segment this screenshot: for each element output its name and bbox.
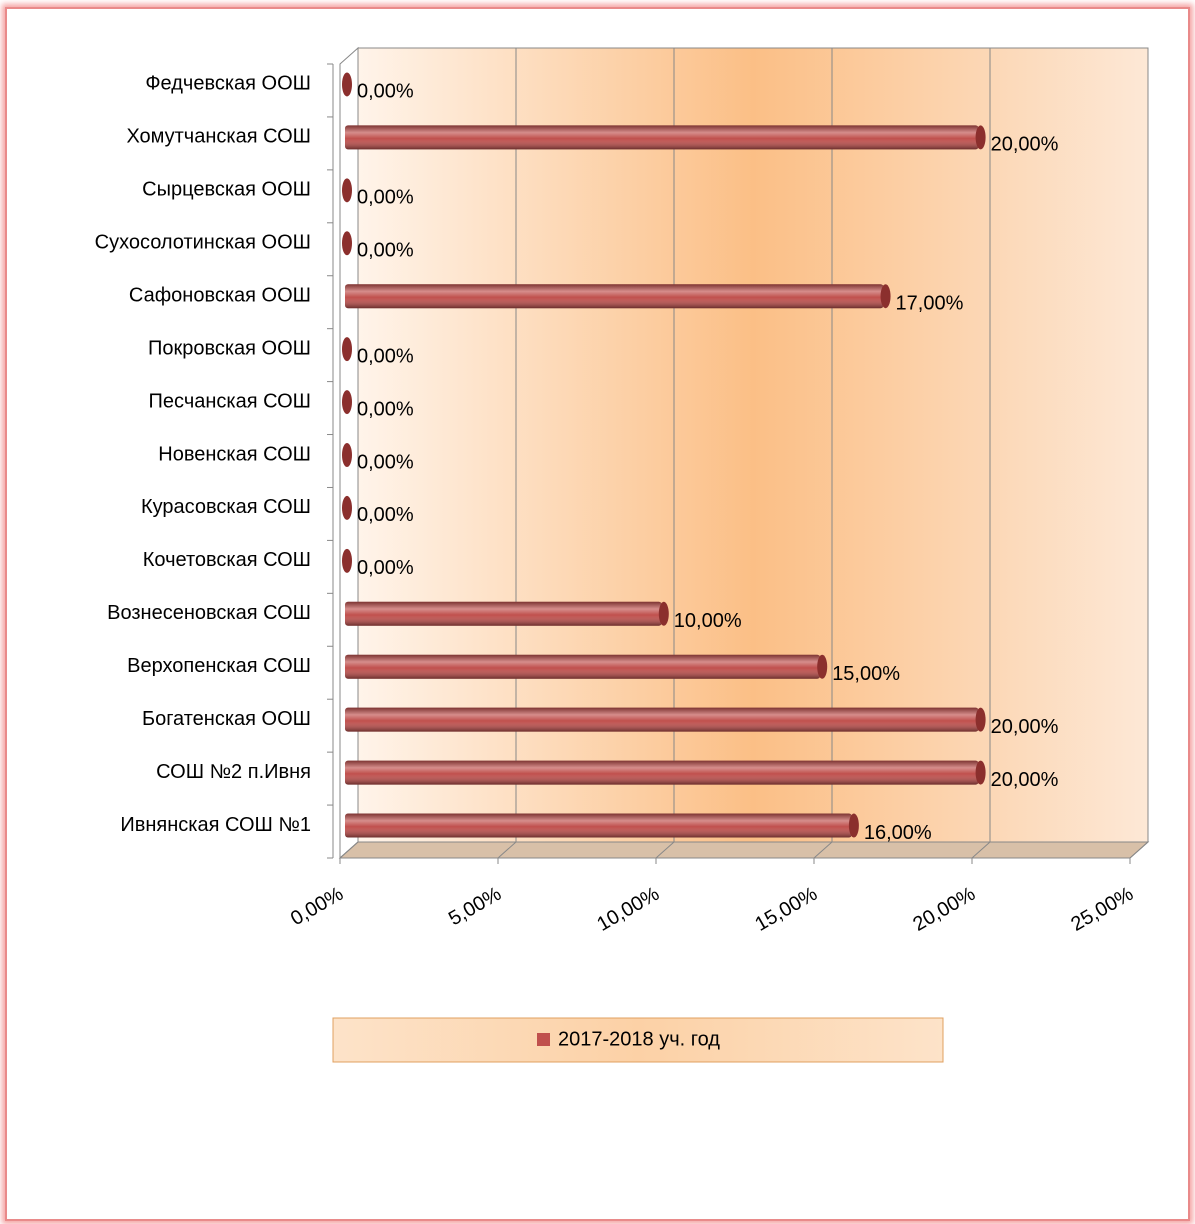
legend-label: 2017-2018 уч. год <box>558 1028 720 1050</box>
bar-cap <box>342 548 352 573</box>
value-label: 17,00% <box>896 292 964 314</box>
bar-cap <box>342 337 352 362</box>
value-label: 16,00% <box>864 822 932 844</box>
legend-swatch <box>537 1033 550 1046</box>
y-tick-label: Верхопенская СОШ <box>127 655 311 677</box>
floor-line <box>655 841 675 859</box>
value-label: 0,00% <box>357 504 414 526</box>
y-tick-label: Ивнянская СОШ №1 <box>120 814 311 836</box>
y-tick-label: Хомутчанская СОШ <box>126 126 311 148</box>
y-tick-label: Кочетовская СОШ <box>143 549 311 571</box>
floor-line <box>813 841 833 859</box>
y-tick-label: Покровская ООШ <box>148 337 311 359</box>
bar-shade <box>345 284 884 309</box>
y-tick-label: Богатенская ООШ <box>142 708 311 730</box>
bar-cap <box>342 495 352 520</box>
value-label: 0,00% <box>357 345 414 367</box>
value-label: 0,00% <box>357 81 414 103</box>
value-label: 0,00% <box>357 451 414 473</box>
bar-cap <box>342 443 352 467</box>
y-tick-label: Песчанская СОШ <box>149 390 311 412</box>
value-label: 0,00% <box>357 187 414 209</box>
bar-shade <box>345 125 979 150</box>
bar-cap <box>342 231 352 256</box>
y-tick-label: Курасовская СОШ <box>141 496 311 518</box>
bar-cap <box>975 760 986 785</box>
bar-cap <box>342 72 352 97</box>
value-label: 20,00% <box>991 716 1059 738</box>
bar-cap <box>975 125 986 150</box>
value-label: 0,00% <box>357 240 414 262</box>
value-label: 0,00% <box>357 398 414 420</box>
floor <box>338 841 1150 859</box>
value-label: 20,00% <box>991 134 1059 156</box>
y-tick-label: Новенская СОШ <box>158 443 311 465</box>
floor-line <box>339 841 359 859</box>
bar-cap <box>848 813 859 838</box>
y-tick-label: Сафоновская ООШ <box>129 284 311 306</box>
value-label: 10,00% <box>674 610 742 632</box>
bar-cap <box>975 707 986 732</box>
bar-shade <box>345 654 821 679</box>
y-tick-label: Вознесеновская СОШ <box>107 602 311 624</box>
value-label: 20,00% <box>991 769 1059 791</box>
bar-cap <box>658 601 669 626</box>
y-tick-label: Сухосолотинская ООШ <box>95 232 311 254</box>
floor-line <box>1129 841 1149 859</box>
bar-cap <box>880 284 891 309</box>
bar-cap <box>817 654 828 679</box>
bar-shade <box>345 813 852 838</box>
floor-line <box>497 841 517 859</box>
bar-cap <box>342 178 352 203</box>
y-tick-label: СОШ №2 п.Ивня <box>156 761 311 783</box>
y-tick-label: Сырцевская ООШ <box>142 179 311 201</box>
value-label: 0,00% <box>357 557 414 579</box>
value-label: 15,00% <box>832 663 900 685</box>
legend-box <box>332 1017 944 1063</box>
bar-shade <box>345 601 662 626</box>
bar-shade <box>345 707 979 732</box>
y-tick-label: Федчевская ООШ <box>145 73 311 95</box>
bar-shade <box>345 760 979 785</box>
floor-line <box>971 841 991 859</box>
bar-cap <box>342 390 352 415</box>
